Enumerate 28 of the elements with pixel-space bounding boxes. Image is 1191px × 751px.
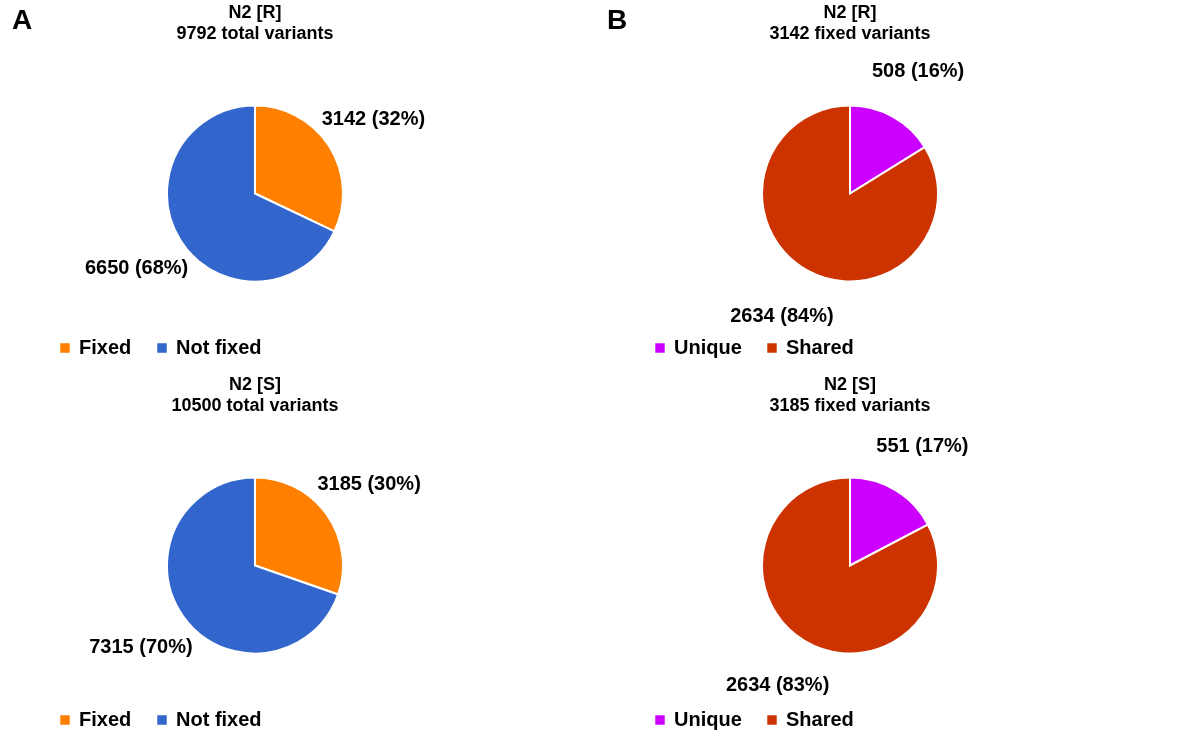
data-label: 3142 (32%) xyxy=(321,106,426,129)
legend-label: Fixed xyxy=(79,336,132,358)
chart-title: N2 [R] xyxy=(823,2,877,22)
chart-title: N2 [S] xyxy=(228,374,282,394)
chart-subtitle: 10500 total variants xyxy=(171,395,339,415)
data-label: 3185 (30%) xyxy=(317,472,421,495)
pie-slice xyxy=(761,104,939,283)
text: A xyxy=(12,4,33,36)
text: B xyxy=(607,4,628,36)
data-label: 6650 (68%) xyxy=(84,256,189,279)
legend-label: Unique xyxy=(674,336,742,358)
legend-label: Fixed xyxy=(79,708,132,730)
chart-title: N2 [R] xyxy=(228,2,282,22)
chart-subtitle: 9792 total variants xyxy=(176,23,334,43)
legend-label: Not fixed xyxy=(176,708,262,730)
data-label: 2634 (84%) xyxy=(730,303,834,326)
data-label: 508 (16%) xyxy=(871,59,965,82)
chart-subtitle: 3142 fixed variants xyxy=(769,23,931,43)
pie-slice xyxy=(761,476,939,655)
legend-label: Shared xyxy=(786,336,854,358)
legend-label: Shared xyxy=(786,708,854,730)
legend-label: Unique xyxy=(674,708,742,730)
data-label: 7315 (70%) xyxy=(89,634,193,657)
chart-title: N2 [S] xyxy=(823,374,877,394)
data-label: 2634 (83%) xyxy=(725,673,830,696)
legend-label: Not fixed xyxy=(176,336,262,358)
data-label: 551 (17%) xyxy=(876,433,969,456)
chart-subtitle: 3185 fixed variants xyxy=(769,395,931,415)
